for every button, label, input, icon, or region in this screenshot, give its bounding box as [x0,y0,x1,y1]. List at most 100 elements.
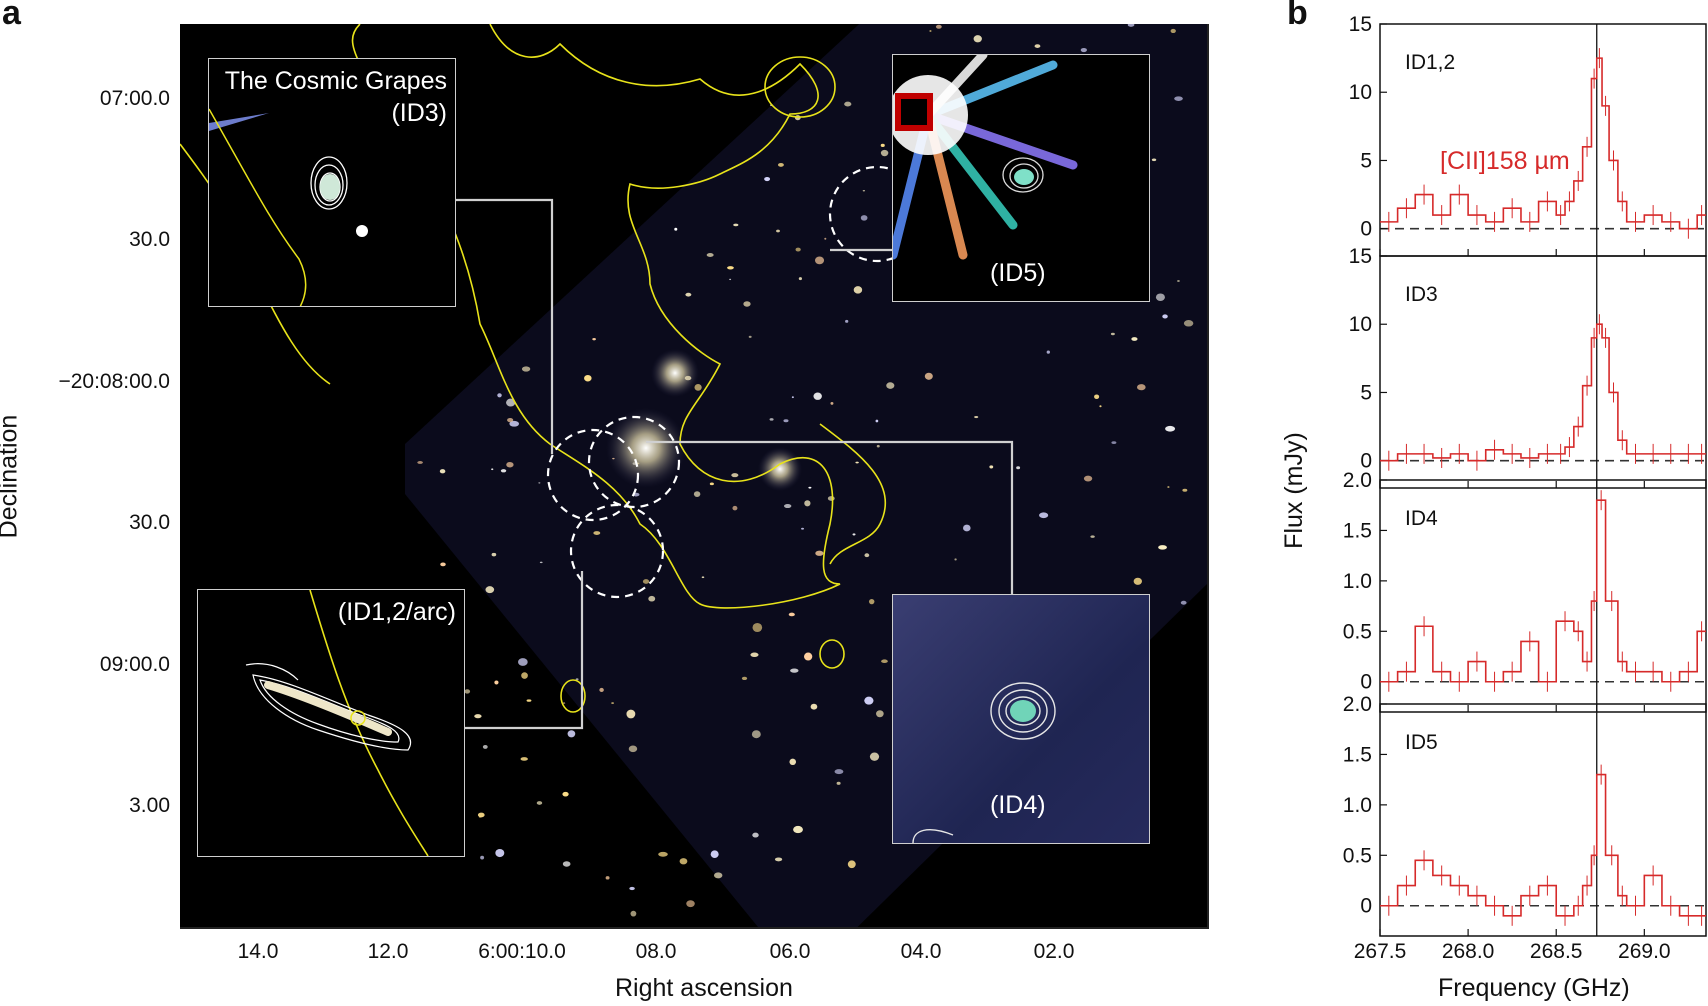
galaxy [500,469,507,473]
galaxy [599,687,604,693]
galaxy [506,398,516,407]
galaxy [507,417,514,423]
inset-id3-title: The Cosmic Grapes [224,67,447,95]
galaxy [924,372,933,380]
galaxy [1170,28,1176,34]
galaxy [1177,280,1180,282]
galaxy [497,393,502,398]
galaxy [562,791,569,797]
x-tick-label: 6:00:10.0 [478,940,566,963]
y-tick-label: 0.5 [1343,620,1372,643]
galaxy [491,468,494,471]
panel-b-y-axis-label: Flux (mJy) [1279,432,1308,549]
galaxy [474,714,482,719]
galaxy [845,319,849,323]
galaxy [1137,384,1146,391]
galaxy [789,758,797,766]
galaxy [611,702,615,704]
galaxy [774,857,783,862]
galaxy [509,420,520,427]
galaxy [648,595,656,602]
y-tick-label: 09:00.0 [99,653,170,676]
galaxy [813,392,822,400]
galaxy [935,24,942,29]
galaxy [630,910,637,917]
galaxy [1151,158,1157,162]
spectrum-name: ID1,2 [1405,51,1455,74]
y-tick-label: 0 [1360,671,1372,694]
x-tick-label: 02.0 [1033,940,1075,963]
galaxy [477,812,485,818]
y-tick-label: 5 [1360,381,1372,404]
galaxy [605,876,610,880]
galaxy [709,482,714,486]
galaxy [804,500,811,507]
galaxy [706,253,714,258]
galaxy [491,552,497,557]
galaxy [1182,488,1188,492]
galaxy [798,277,802,281]
galaxy [875,419,879,423]
galaxy [485,586,495,594]
inset-id5-graphic [893,55,1078,260]
y-tick-label: 10 [1349,81,1372,104]
galaxy [592,337,596,341]
x-tick-label: 268.0 [1442,940,1495,963]
x-tick-label: 267.5 [1354,940,1407,963]
galaxy [869,752,880,761]
galaxy [847,860,856,869]
spectrum-name: ID3 [1405,283,1438,306]
x-tick-label: 04.0 [900,940,942,963]
y-tick-label: 2.0 [1343,469,1372,492]
galaxy [795,247,801,252]
y-tick-label: 5 [1360,149,1372,172]
galaxy [973,35,982,43]
galaxy [1180,600,1187,605]
x-tick-label: 268.5 [1530,940,1583,963]
galaxy [1094,394,1100,400]
panel-b-letter: b [1287,0,1308,32]
galaxy-glow [758,447,802,491]
galaxy [440,562,446,567]
galaxy [752,622,763,633]
y-tick-label: 30.0 [129,228,170,251]
y-tick-label: 1.5 [1343,743,1372,766]
galaxy [1099,405,1102,408]
x-tick-label: 14.0 [237,940,279,963]
galaxy [567,730,576,738]
galaxy [881,659,888,664]
galaxy [727,266,734,270]
galaxy [876,710,884,718]
galaxy [853,286,863,294]
galaxy [1183,319,1194,327]
spectrum-frame [1379,255,1707,489]
inset-id4-tag: (ID4) [990,791,1046,819]
galaxy [880,149,889,157]
galaxy [1080,48,1087,53]
galaxy [642,579,650,584]
galaxy [929,30,932,32]
galaxy [694,383,702,391]
galaxy [685,292,692,297]
galaxy [1165,425,1176,432]
galaxy [536,801,543,805]
galaxy [674,227,678,231]
galaxy [834,769,844,775]
galaxy [1127,24,1135,27]
galaxy [783,419,789,423]
galaxy [521,366,531,372]
galaxy [844,101,852,107]
galaxy-glow [651,349,699,397]
galaxy [506,461,514,468]
galaxy [788,612,795,617]
y-tick-label: 3.00 [129,794,170,817]
galaxy [629,886,635,891]
panel-a-x-axis-label: Right ascension [615,974,793,1002]
spectrum-line [1380,57,1706,230]
galaxy [852,533,856,536]
galaxy [864,553,870,558]
galaxy [1133,577,1142,585]
y-tick-label: −20:08:00.0 [58,370,170,393]
galaxy [417,461,423,464]
galaxy [860,215,868,221]
